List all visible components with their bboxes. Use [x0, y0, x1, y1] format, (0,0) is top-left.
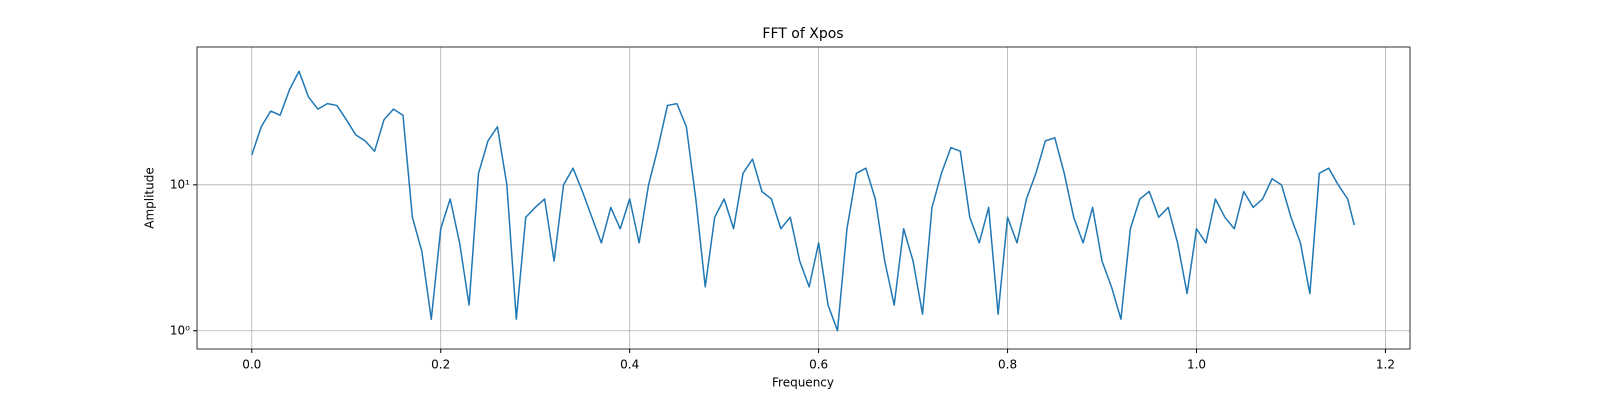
chart-title: FFT of Xpos — [762, 26, 843, 42]
x-tick-label: 0.0 — [242, 358, 261, 372]
x-tick-label: 1.2 — [1376, 358, 1395, 372]
x-axis-label: Frequency — [772, 376, 834, 390]
y-tick-label: 10⁰ — [170, 323, 190, 337]
y-axis-label: Amplitude — [143, 167, 157, 229]
data-line — [251, 70, 1355, 332]
x-tick-label: 0.2 — [431, 358, 450, 372]
plot-frame — [196, 46, 1411, 350]
x-tick-label: 0.8 — [998, 358, 1017, 372]
y-tick-label: 10¹ — [170, 177, 190, 191]
x-tick-label: 0.6 — [809, 358, 828, 372]
x-tick-label: 1.0 — [1187, 358, 1206, 372]
x-tick-label: 0.4 — [620, 358, 639, 372]
